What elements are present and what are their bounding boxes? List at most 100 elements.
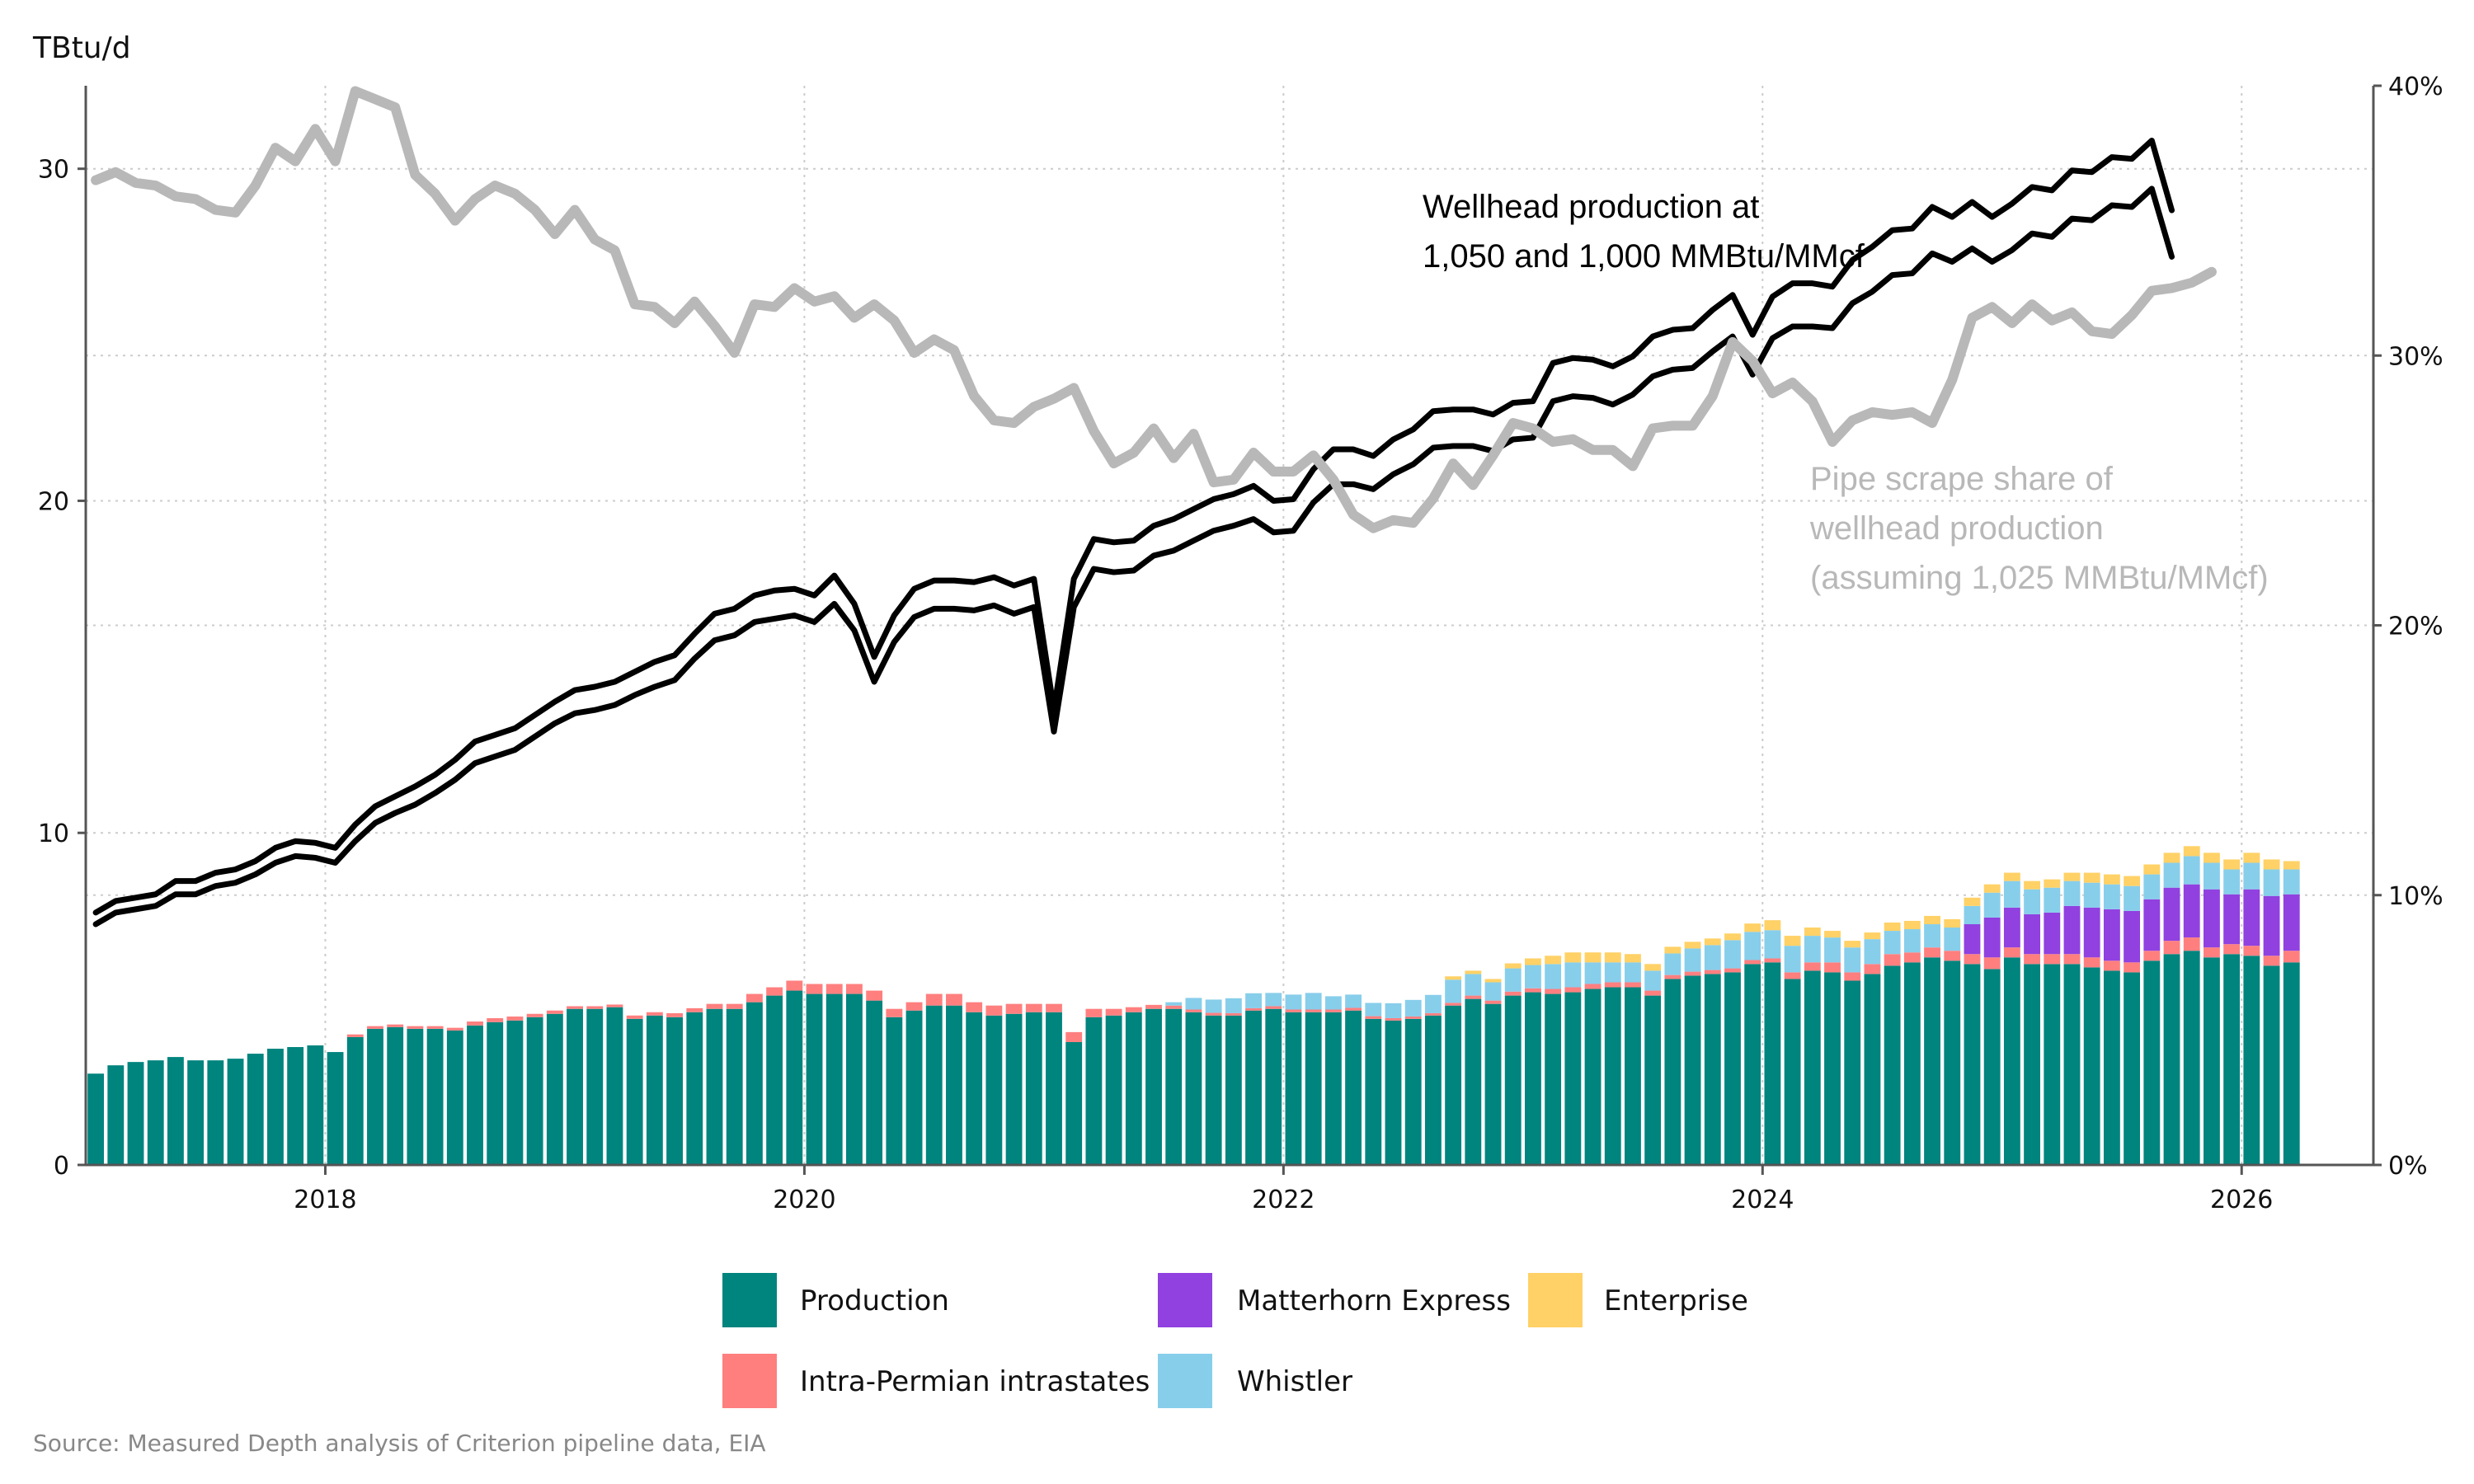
bar-segment [1545,964,1562,989]
bar-segment [1305,993,1322,1010]
bar-segment [2243,862,2260,890]
bar-segment [1564,987,1582,993]
bar-segment [2044,954,2061,965]
bar-segment [866,1000,883,1165]
bar-segment [1983,884,2001,893]
legend: Production Intra-Permian intrastates Mat… [722,1273,1748,1408]
bar-segment [1664,946,1681,954]
legend-label-production: Production [800,1284,949,1317]
bar-segment [1964,964,1981,1165]
bar-segment [1724,933,1741,941]
bar-segment [1804,970,1821,1165]
bar-segment [745,1002,763,1165]
bar-segment [2223,859,2241,870]
bar-segment [526,1017,543,1165]
bar-segment [1465,995,1482,999]
bar-segment [766,987,783,996]
bar-segment [1545,956,1562,965]
y2-tick-label: 40% [2388,73,2443,101]
bar-segment [1424,994,1442,1013]
bar-segment [1484,1003,1502,1165]
bar-segment [1604,962,1621,983]
bar-segment [925,1005,943,1165]
legend-item-production: Production [722,1273,949,1327]
bar-segment [985,1005,1003,1016]
bar-segment [2283,869,2300,895]
bar-segment [2063,881,2081,906]
bar-segment [1285,1012,1302,1165]
bar-segment [1005,1003,1023,1014]
bar-segment [1824,962,1841,973]
bar-segment [586,1006,604,1009]
bar-segment [506,1020,524,1165]
bar-segment [426,1028,444,1165]
bar-segment [1345,1007,1362,1011]
bar-segment [2243,956,2260,1165]
bar-segment [87,1073,105,1165]
bar-segment [2024,881,2040,890]
bar-segment [1025,1012,1042,1165]
bar-segment [147,1060,164,1165]
bar-segment [1046,1003,1062,1012]
bar-segment [1784,979,1801,1165]
bar-segment [1525,988,1541,993]
bar-segment [1764,930,1781,959]
source-note: Source: Measured Depth analysis of Crite… [33,1430,766,1457]
gridlines [86,86,2373,1165]
bar-segment [1924,923,1940,948]
bar-segment [487,1017,504,1022]
bar-segment [2183,846,2200,857]
bar-segment [1625,987,1641,1165]
bar-segment [446,1027,463,1031]
bar-segment [2263,965,2280,1165]
y-tick-label: 0 [54,1152,69,1181]
bar-segment [1664,974,1681,979]
y2-tick-label: 10% [2388,882,2443,911]
bar-segment [1644,990,1662,996]
x-tick-label: 2024 [1731,1186,1794,1214]
bar-segment [1644,970,1662,991]
bar-segment [1744,964,1761,1165]
bar-segment [2024,913,2040,955]
bar-segment [1185,1012,1202,1165]
bar-segment [1824,972,1841,1165]
y2-tick-label: 30% [2388,342,2443,371]
bar-segment [2083,967,2100,1165]
bar-segment [626,1015,643,1019]
bar-segment [1005,1013,1023,1165]
bar-segment [2044,912,2061,955]
bar-segment [1484,979,1502,983]
bar-segment [2283,894,2300,951]
bar-segment [1604,987,1621,1165]
bar-segment [2024,954,2040,965]
bar-segment [2263,956,2280,966]
bar-segment [526,1013,543,1017]
bar-segment [567,1006,583,1009]
bar-segment [167,1057,184,1165]
bar-segment [2204,957,2220,1165]
bar-segment [307,1045,324,1165]
bar-segment [467,1021,483,1026]
bar-segment [1664,953,1681,975]
bar-segment [1225,1012,1242,1016]
bar-segment [1525,958,1541,965]
bar-segment [1964,905,1981,924]
bar-segment [2163,887,2180,942]
bar-segment [1804,928,1821,937]
bar-segment [1983,892,2001,918]
bar-segment [2083,882,2100,908]
bar-segment [1225,998,1242,1013]
bar-segment [1964,954,1981,965]
bar-segment [2183,951,2200,1165]
legend-label-enterprise: Enterprise [1604,1284,1748,1317]
bar-segment [846,993,863,1165]
bar-segment [387,1024,404,1027]
bar-segment [1764,958,1781,963]
bar-segment [1625,962,1641,983]
bar-segment [567,1008,583,1165]
bar-segment [886,1017,903,1165]
bar-segment [2223,869,2241,895]
bar-segment [1983,969,2001,1165]
bar-segment [1445,976,1462,980]
legend-item-whistler: Whistler [1158,1354,1352,1408]
